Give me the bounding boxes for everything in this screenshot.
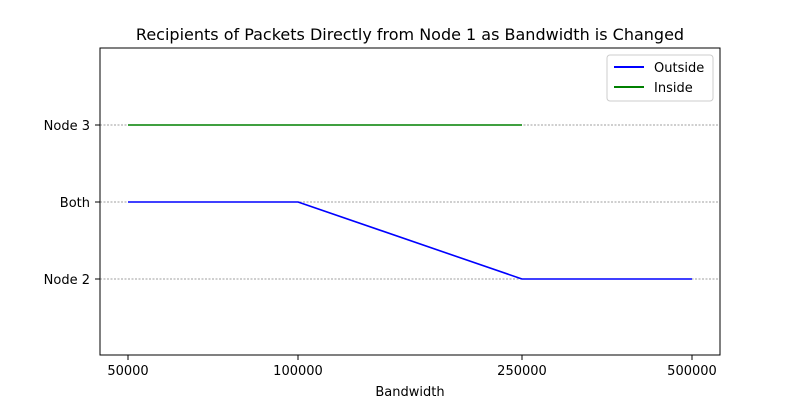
legend-label-outside: Outside (654, 61, 704, 76)
x-tick-label-250000: 250000 (497, 364, 547, 379)
legend-label-inside: Inside (654, 81, 693, 96)
series-lines (128, 124, 692, 280)
y-tick-label-both: Both (60, 196, 90, 211)
legend: Outside Inside (606, 54, 714, 102)
x-tick-label-100000: 100000 (273, 364, 323, 379)
x-tick-label-50000: 50000 (107, 364, 148, 379)
y-tick-label-node-3: Node 3 (44, 119, 90, 134)
x-axis-label: Bandwidth (375, 385, 444, 400)
x-tick-label-500000: 500000 (667, 364, 717, 379)
x-axis-ticks: 50000 100000 250000 500000 (107, 355, 717, 379)
chart-title: Recipients of Packets Directly from Node… (136, 25, 684, 44)
y-tick-label-node-2: Node 2 (44, 273, 90, 288)
series-line-outside (128, 201, 692, 280)
y-axis-ticks: Node 2 Both Node 3 (44, 119, 100, 288)
